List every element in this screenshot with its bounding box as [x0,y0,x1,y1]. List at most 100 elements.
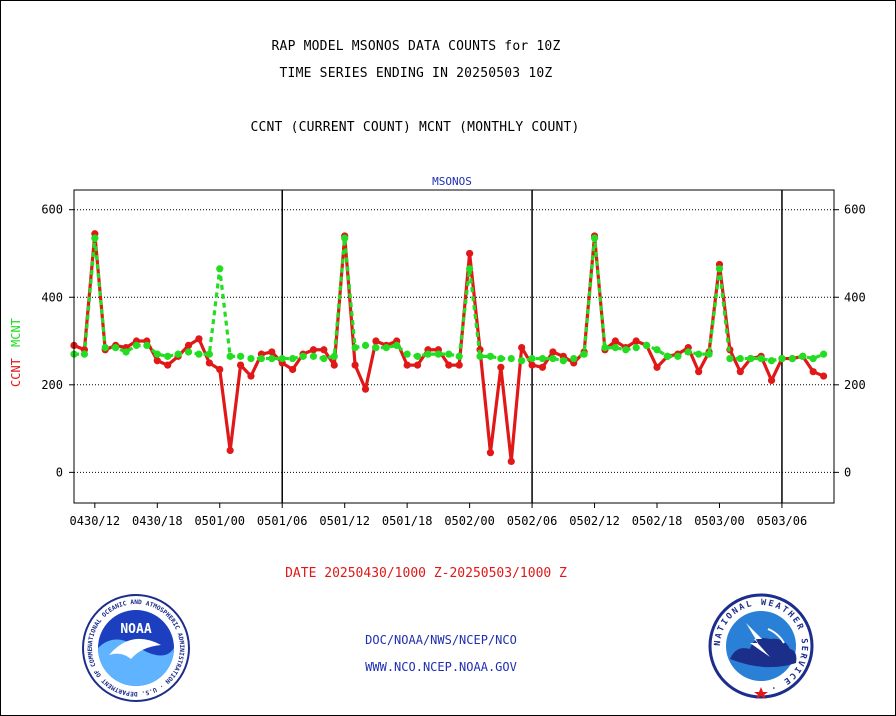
mcnt-series-point [684,348,692,356]
mcnt-series-point [91,234,99,242]
mcnt-series-point [361,341,370,350]
ccnt-series-point [518,343,526,352]
series-layer [70,230,828,466]
mcnt-series-point [382,343,390,352]
ccnt-series-point [153,357,161,365]
ccnt-series-point [247,372,255,380]
mcnt-series-point [320,354,328,363]
mcnt-series-point [559,357,567,365]
mcnt-series-point [174,350,182,358]
mcnt-series-point [590,234,599,242]
mcnt-series-point [466,265,474,273]
x-tick-label: 0501/18 [382,514,433,528]
mcnt-series-point [528,354,536,363]
mcnt-series-point [372,343,380,352]
mcnt-series-point [455,352,463,360]
mcnt-series-point [643,341,651,350]
x-tick-label: 0501/12 [319,514,370,528]
ccnt-series-point [164,361,172,369]
x-tick-label: 0430/12 [70,514,121,528]
ccnt-series-point [184,341,193,350]
mcnt-series-point [309,352,318,360]
mcnt-series-point [747,354,755,363]
mcnt-series-point [403,350,411,358]
ccnt-series-point [466,249,474,258]
mcnt-series-point [549,354,557,363]
x-tick-label: 0501/00 [194,514,245,528]
ccnt-series-point [195,335,203,343]
ccnt-series-point [611,337,619,345]
mcnt-series-point [497,354,505,363]
ccnt-series-point [216,365,224,374]
mcnt-series-point [330,352,338,360]
ccnt-series-point [497,363,505,371]
mcnt-series-point [226,352,234,360]
x-tick-label: 0502/06 [507,514,558,528]
x-tick-label: 0502/18 [632,514,683,528]
mcnt-series-point [434,350,442,358]
y-tick-label-left: 200 [41,378,63,392]
x-tick-label: 0502/12 [569,514,620,528]
mcnt-series-point [601,343,609,352]
mcnt-series-point [674,352,682,360]
ccnt-series-point [236,361,245,369]
mcnt-series-point [153,350,161,358]
ccnt-series-point [361,385,370,393]
ccnt-series-point [445,361,453,369]
ccnt-series-point [226,446,234,455]
mcnt-series-point [341,234,349,242]
chart-title-line-1: RAP MODEL MSONOS DATA COUNTS for 10Z [271,39,561,54]
mcnt-series-point [788,354,796,363]
mcnt-series-point [663,352,672,360]
mcnt-series-point [236,352,245,360]
chart-title-line-2: TIME SERIES ENDING IN 20250503 10Z [279,66,553,81]
x-tick-label: 0501/06 [257,514,308,528]
mcnt-series-point [216,265,224,273]
ccnt-series-point [486,449,495,457]
mcnt-series-point [351,343,359,352]
mcnt-series-point [247,354,255,363]
mcnt-series-point [486,352,495,360]
noaa-logo: NOAA NATIONAL OCEANIC AND ATMOSPHERIC AD… [81,593,190,702]
mcnt-series-point [278,354,286,363]
footer-website: WWW.NCO.NCEP.NOAA.GOV [365,660,517,674]
mcnt-series-point [205,350,213,358]
mcnt-series-point [809,354,817,363]
mcnt-series-point [413,352,422,360]
x-tick-label: 0430/18 [132,514,183,528]
ccnt-series-point [205,359,213,367]
mcnt-series-point [132,341,141,350]
mcnt-series-point [184,348,193,356]
ccnt-series-point [320,346,328,354]
y-tick-label-right: 0 [844,465,851,479]
mcnt-series-point [143,341,151,350]
ccnt-series-point [268,348,276,356]
mcnt-series-point [778,354,786,363]
nws-logo: NATIONAL WEATHER SERVICE · [708,593,814,699]
ccnt-series-point [372,337,380,345]
mcnt-series-point [122,348,130,356]
ccnt-series-point [653,363,661,371]
ccnt-series-point [695,368,703,376]
footer-organization: DOC/NOAA/NWS/NCEP/NCO [365,633,517,647]
mcnt-series-point [445,350,453,358]
y-tick-label-right: 400 [844,290,866,304]
noaa-logo-text: NOAA [120,622,151,637]
ccnt-series-point [403,361,411,369]
mcnt-series-point [715,265,724,273]
ccnt-series-point [549,348,557,356]
plot-border [73,189,835,504]
y-tick-label-left: 600 [41,203,63,217]
x-axis-date-range: DATE 20250430/1000 Z-20250503/1000 Z [285,566,567,581]
y-tick-label-right: 200 [844,378,866,392]
chart-title-line-3: CCNT (CURRENT COUNT) MCNT (MONTHLY COUNT… [250,120,580,135]
mcnt-series-point [695,350,703,358]
mcnt-series-point [580,350,588,358]
mcnt-series-point [757,354,765,363]
y-axis-label-ccnt: CCNT [9,358,23,387]
mcnt-series-point [767,357,776,365]
x-tick-label: 0503/06 [757,514,808,528]
y-tick-label-left: 0 [56,465,63,479]
mcnt-series-point [622,346,630,354]
